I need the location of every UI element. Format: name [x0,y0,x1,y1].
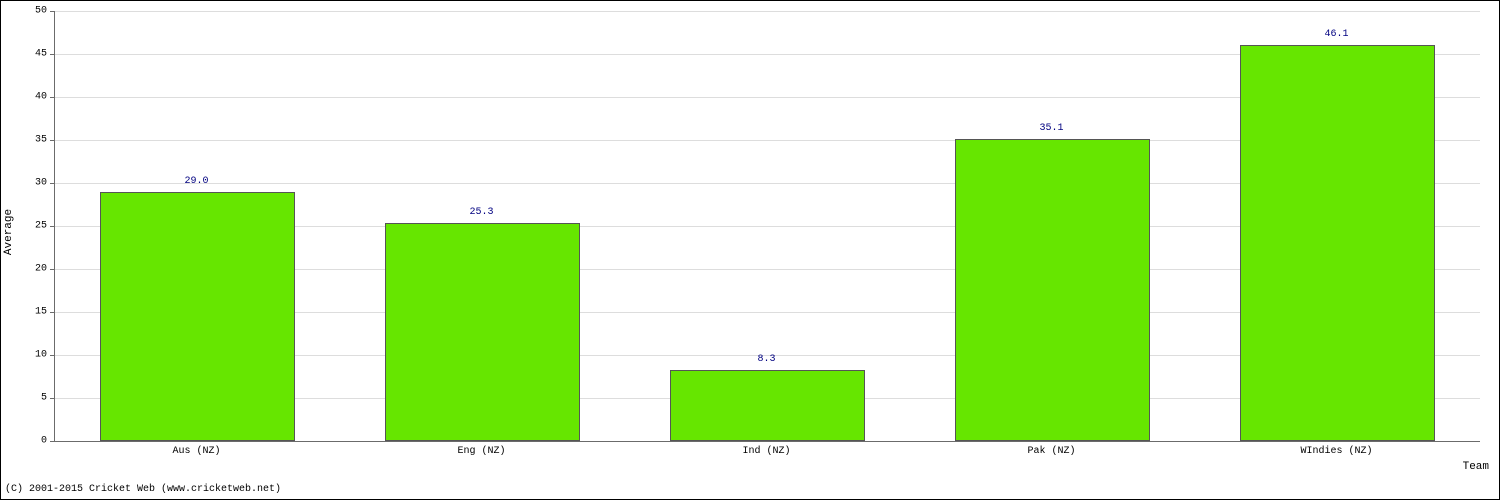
y-tick-mark [50,441,54,442]
y-tick-label: 35 [17,135,47,146]
x-axis-title: Team [1463,461,1489,473]
y-tick-label: 15 [17,307,47,318]
plot-area [54,11,1480,442]
x-tick-label: Pak (NZ) [1027,446,1075,457]
y-tick-label: 5 [17,393,47,404]
y-tick-label: 50 [17,6,47,17]
y-tick-label: 0 [17,436,47,447]
y-tick-mark [50,312,54,313]
x-tick-label: WIndies (NZ) [1300,446,1372,457]
y-tick-label: 45 [17,49,47,60]
bar-value-label: 35.1 [1039,123,1063,134]
x-tick-label: Eng (NZ) [457,446,505,457]
bar [670,370,865,441]
bar-value-label: 8.3 [757,354,775,365]
y-tick-label: 25 [17,221,47,232]
y-axis-title: Average [3,209,15,255]
y-tick-label: 30 [17,178,47,189]
gridline [55,11,1480,12]
bar-value-label: 25.3 [469,207,493,218]
y-tick-mark [50,269,54,270]
bar-value-label: 29.0 [184,176,208,187]
y-tick-label: 40 [17,92,47,103]
y-tick-mark [50,11,54,12]
y-tick-label: 10 [17,350,47,361]
bar [955,139,1150,441]
x-tick-label: Aus (NZ) [172,446,220,457]
y-tick-label: 20 [17,264,47,275]
bar [1240,45,1435,441]
chart-container: Average Team (C) 2001-2015 Cricket Web (… [0,0,1500,500]
y-tick-mark [50,398,54,399]
y-tick-mark [50,183,54,184]
bar [385,223,580,441]
y-tick-mark [50,140,54,141]
y-tick-mark [50,355,54,356]
y-tick-mark [50,226,54,227]
x-tick-label: Ind (NZ) [742,446,790,457]
y-tick-mark [50,97,54,98]
bar-value-label: 46.1 [1324,29,1348,40]
bar [100,192,295,441]
copyright-text: (C) 2001-2015 Cricket Web (www.cricketwe… [5,484,281,495]
y-tick-mark [50,54,54,55]
